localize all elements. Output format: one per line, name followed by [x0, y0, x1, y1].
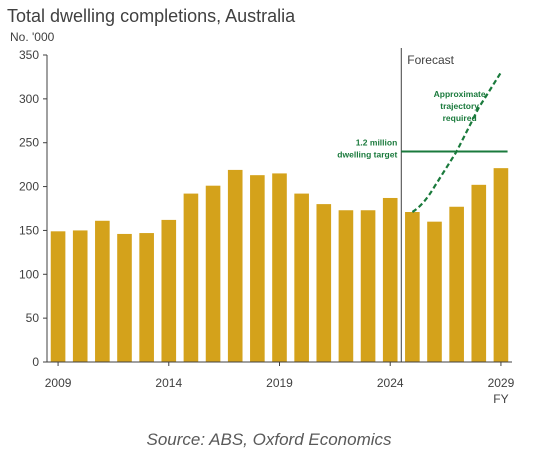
labels-group: 0 50 100 150 200 250 300 350 No. '000 2009 2014 201…: [10, 30, 515, 406]
bar-2026: [427, 221, 442, 362]
forecast-label: Forecast: [407, 53, 454, 67]
bar-2021: [316, 204, 332, 362]
bars-group: [50, 168, 509, 362]
x-tick-label-2009: 2009: [45, 376, 72, 390]
x-tick-label-2019: 2019: [266, 376, 293, 390]
y-tick-label-350: 350: [19, 48, 39, 62]
bar-2024: [382, 197, 398, 362]
bar-2028: [471, 184, 487, 362]
bar-2019: [272, 173, 287, 362]
trajectory-label-line-3: required: [443, 113, 477, 123]
trajectory-label-line-2: trajectory: [440, 101, 479, 111]
bar-2018: [250, 175, 265, 362]
bar-2029: [493, 168, 509, 362]
bar-2014: [161, 219, 177, 362]
y-tick-label-200: 200: [19, 180, 39, 194]
y-tick-label-300: 300: [19, 92, 39, 106]
y-axis-unit-label: No. '000: [10, 30, 55, 44]
bar-2016: [205, 185, 221, 362]
trajectory-line: [411, 71, 502, 213]
bar-2010: [72, 230, 88, 362]
axes-group: [43, 54, 512, 366]
bar-2020: [294, 193, 309, 362]
chart-title: Total dwelling completions, Australia: [7, 6, 296, 26]
source-note: Source: ABS, Oxford Economics: [146, 430, 392, 449]
y-tick-label-50: 50: [26, 311, 40, 325]
overlays-group: [400, 48, 508, 362]
bar-2023: [360, 210, 376, 362]
y-tick-label-150: 150: [19, 223, 39, 237]
trajectory-label-line-1: Approximate: [434, 89, 486, 99]
bar-2009: [50, 231, 66, 362]
target-label-line-1: 1.2 million: [356, 137, 398, 147]
x-axis-unit-label: FY: [493, 392, 508, 406]
bar-2025: [405, 212, 420, 362]
bar-2017: [227, 169, 243, 362]
y-tick-label-250: 250: [19, 136, 39, 150]
bar-2022: [338, 210, 354, 362]
bar-2012: [117, 233, 132, 362]
bar-2013: [139, 233, 154, 362]
y-tick-label-0: 0: [32, 355, 39, 369]
x-tick-label-2029: 2029: [488, 376, 515, 390]
target-label-line-2: dwelling target: [337, 149, 397, 159]
x-tick-label-2024: 2024: [377, 376, 404, 390]
bar-2027: [449, 206, 464, 362]
x-tick-label-2014: 2014: [155, 376, 182, 390]
y-tick-label-100: 100: [19, 267, 39, 281]
bar-2011: [95, 220, 110, 362]
bar-2015: [183, 193, 199, 362]
